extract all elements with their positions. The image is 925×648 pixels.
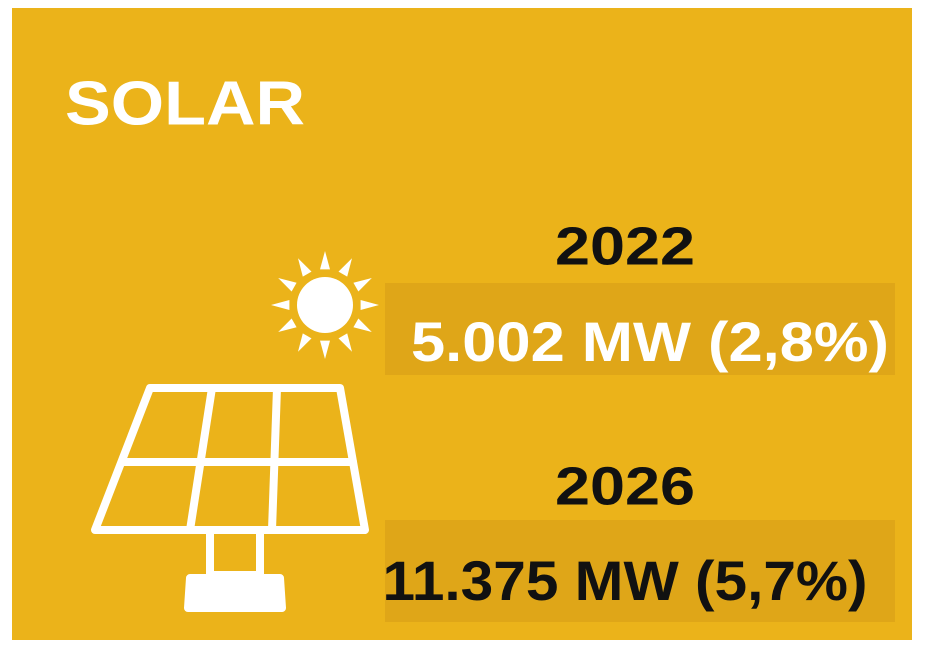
sun-ray [320,340,330,359]
sun-ray [338,333,352,352]
sun-ray [360,300,379,310]
sun-ray [278,318,297,332]
year: 2026 [555,456,695,516]
sun-ray [353,318,372,332]
sun-ray [353,278,372,292]
sun-icon [271,251,379,359]
sun-ray [278,278,297,292]
sun-ray [298,333,312,352]
year: 2022 [555,216,695,276]
value: 5.002 MW (2,8%) [411,310,889,373]
title: SOLAR [65,69,305,138]
value: 11.375 MW (5,7%) [383,549,868,612]
value-band [385,283,895,375]
sun-ray [338,258,352,277]
sun-ray [320,251,330,270]
solar-panel-icon [91,384,369,612]
sun-disc [297,277,353,333]
sun-ray [298,258,312,277]
value-band [385,520,895,622]
sun-ray [271,300,290,310]
